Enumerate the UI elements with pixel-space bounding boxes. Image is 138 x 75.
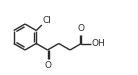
Text: O: O bbox=[77, 24, 84, 33]
Text: Cl: Cl bbox=[42, 16, 51, 25]
Text: OH: OH bbox=[91, 39, 105, 48]
Text: O: O bbox=[45, 61, 52, 70]
